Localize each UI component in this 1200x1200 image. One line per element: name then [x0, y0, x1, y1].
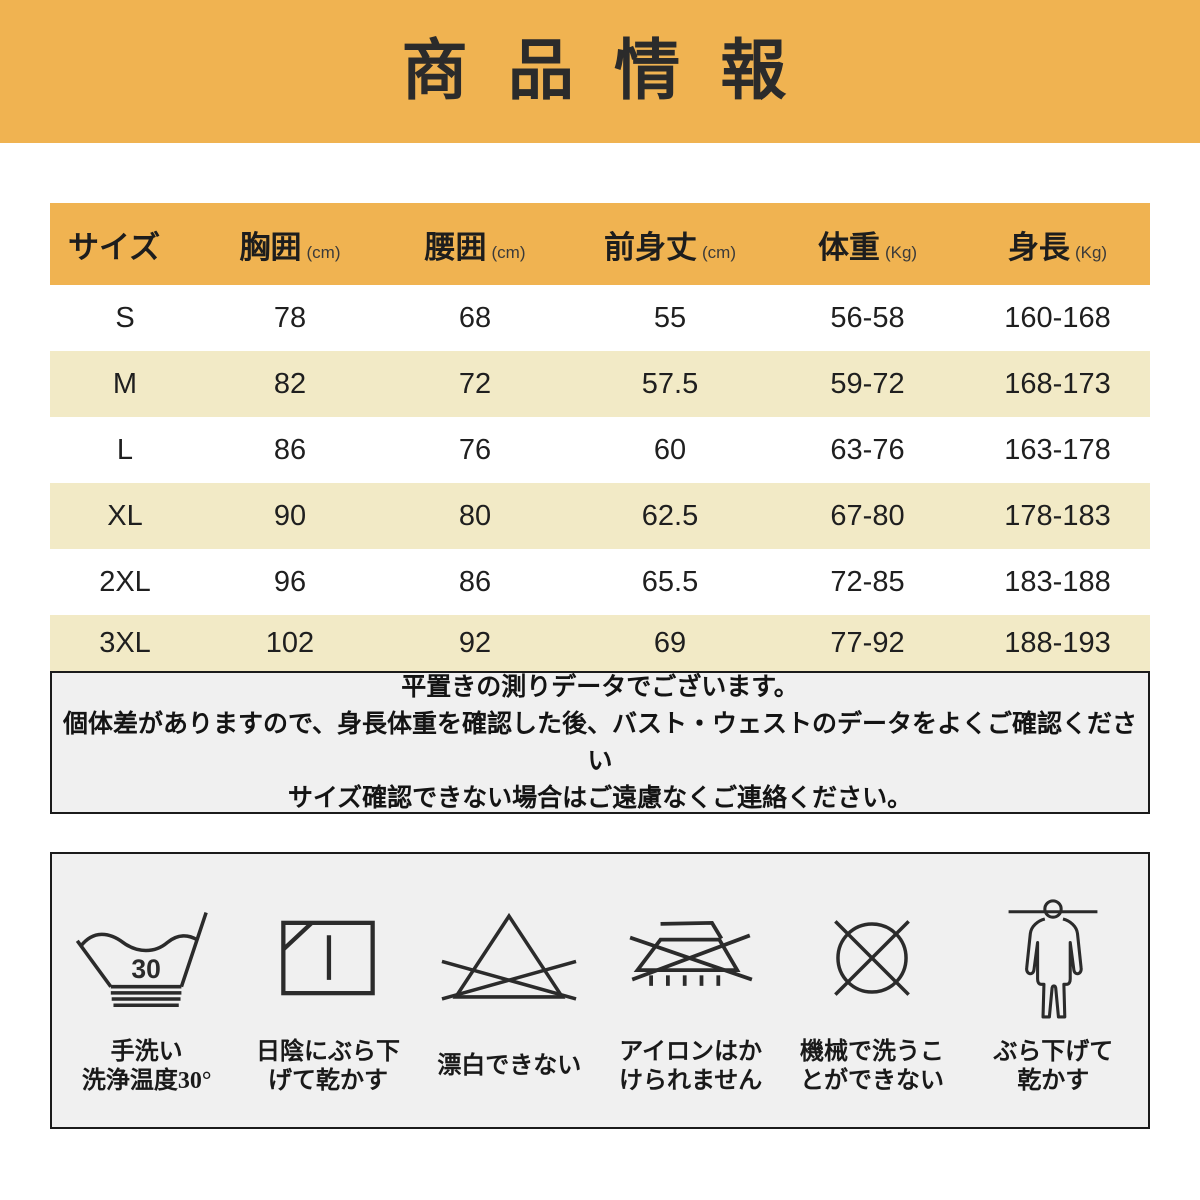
table-cell: 56-58 [830, 301, 905, 334]
table-cell: L [116, 433, 134, 466]
table-cell: 68 [458, 301, 492, 334]
table-row: XL 90 80 62.5 67-80 178-183 [50, 483, 1150, 549]
table-cell: 63-76 [830, 433, 905, 466]
table-cell: 86 [458, 565, 492, 598]
table-cell: 72 [458, 367, 492, 400]
note-line: 平置きの測りデータでございます。 [401, 673, 799, 701]
table-row: S 78 68 55 56-58 160-168 [50, 285, 1150, 351]
no-machine-wash-icon [824, 883, 920, 1033]
svg-text:30: 30 [131, 953, 160, 983]
no-bleach-icon [440, 883, 578, 1033]
table-row: M 82 72 57.5 59-72 168-173 [50, 351, 1150, 417]
care-label: ぶら下げて 乾かす [993, 1038, 1114, 1094]
table-cell: 60 [653, 433, 687, 466]
measurement-note: 平置きの測りデータでございます。 個体差がありますので、身長体重を確認した後、バ… [50, 671, 1150, 814]
table-cell: 67-80 [830, 499, 905, 532]
table-cell: 86 [273, 433, 307, 466]
table-cell: 188-193 [1004, 626, 1111, 659]
table-cell: 55 [653, 301, 687, 334]
table-cell: 72-85 [830, 565, 905, 598]
table-cell: 96 [273, 565, 307, 598]
note-line: 個体差がありますので、身長体重を確認した後、バスト・ウェストのデータをよくご確認… [62, 710, 1137, 775]
care-label: 手洗い 洗浄温度30° [81, 1038, 212, 1094]
care-item-shade-dry: 日陰にぶら下 げて乾かす [237, 854, 418, 1127]
table-cell: 92 [458, 626, 492, 659]
table-cell: 163-178 [1004, 433, 1111, 466]
table-row: L 86 76 60 63-76 163-178 [50, 417, 1150, 483]
table-cell: 65.5 [641, 565, 699, 598]
table-cell: 183-188 [1004, 565, 1111, 598]
column-header-front-length: 前身丈 (cm) [604, 229, 736, 265]
table-cell: 168-173 [1004, 367, 1111, 400]
care-item-hang-dry: ぶら下げて 乾かす [963, 854, 1144, 1127]
care-instructions: 30 手洗い 洗浄温度30° 日陰にぶら下 げて乾かす [50, 852, 1150, 1129]
size-table: サイズ 胸囲 (cm) 腰囲 (cm) 前身丈 (cm) 体重 (Kg) 身長 (Kg) … [50, 203, 1150, 671]
care-item-handwash: 30 手洗い 洗浄温度30° [56, 854, 237, 1127]
care-label: 機械で洗うこ とができない [799, 1038, 944, 1094]
page-title: 商 品 情 報 [401, 34, 799, 108]
care-item-no-iron: アイロンはか けられません [600, 854, 781, 1127]
table-cell: 102 [265, 626, 315, 659]
table-cell: S [115, 301, 135, 334]
care-item-no-bleach: 漂白できない [419, 854, 600, 1127]
table-cell: 77-92 [830, 626, 905, 659]
note-line: サイズ確認できない場合はご遠慮なくご連絡ください。 [287, 784, 913, 812]
table-cell: 160-168 [1004, 301, 1111, 334]
column-header-waist: 腰囲 (cm) [424, 229, 526, 265]
table-cell: 80 [458, 499, 492, 532]
table-cell: 178-183 [1004, 499, 1111, 532]
no-iron-icon [628, 883, 754, 1033]
care-item-no-machine-wash: 機械で洗うこ とができない [781, 854, 962, 1127]
table-cell: 59-72 [830, 367, 905, 400]
table-row: 2XL 96 86 65.5 72-85 183-188 [50, 549, 1150, 615]
hang-dry-icon [1003, 883, 1103, 1033]
table-cell: M [112, 367, 138, 400]
table-row: 3XL 102 92 69 77-92 188-193 [50, 615, 1150, 671]
header-banner: 商 品 情 報 [0, 0, 1200, 143]
table-cell: 2XL [99, 565, 151, 598]
table-cell: 76 [458, 433, 492, 466]
care-label: アイロンはか けられません [619, 1038, 763, 1094]
handwash-30-icon: 30 [72, 883, 222, 1033]
shade-hang-dry-icon [280, 883, 376, 1033]
table-cell: 82 [273, 367, 307, 400]
size-table-header-row: サイズ 胸囲 (cm) 腰囲 (cm) 前身丈 (cm) 体重 (Kg) 身長 (Kg) [50, 203, 1150, 285]
column-header-chest: 胸囲 (cm) [239, 229, 341, 265]
care-label: 日陰にぶら下 げて乾かす [255, 1038, 400, 1094]
table-cell: 62.5 [641, 499, 699, 532]
column-header-weight: 体重 (Kg) [817, 229, 918, 265]
table-cell: 90 [273, 499, 307, 532]
table-cell: 3XL [99, 626, 151, 659]
column-header-size: サイズ [68, 229, 161, 265]
column-header-height: 身長 (Kg) [1007, 229, 1108, 265]
table-cell: 57.5 [641, 367, 699, 400]
care-label: 漂白できない [437, 1053, 582, 1079]
table-cell: 69 [653, 626, 687, 659]
table-cell: XL [107, 499, 143, 532]
table-cell: 78 [273, 301, 307, 334]
